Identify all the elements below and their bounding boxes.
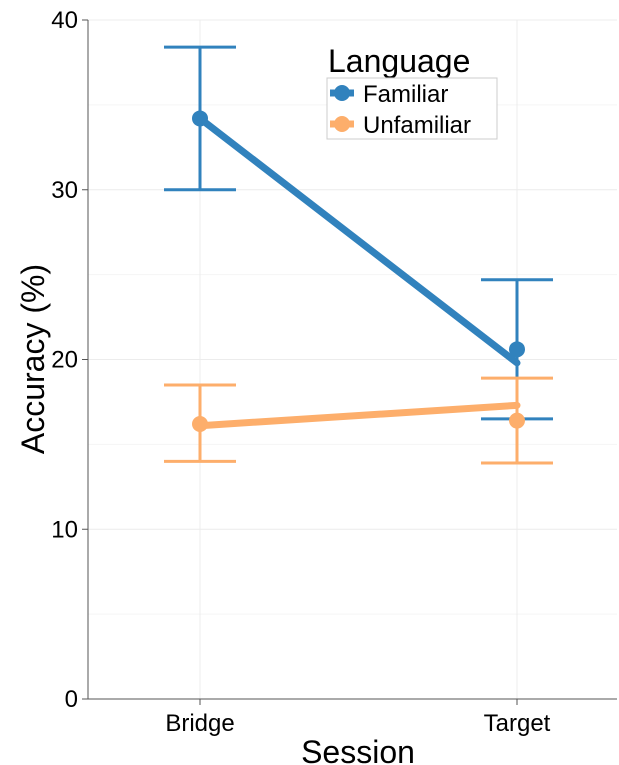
- y-ticks: 0 10 20 30 40: [51, 7, 88, 713]
- x-tick-label: Bridge: [165, 710, 234, 737]
- y-tick-label: 0: [65, 686, 78, 713]
- y-tick-label: 20: [51, 347, 78, 374]
- y-tick-label: 40: [51, 7, 78, 34]
- data-point-unfamiliar: [192, 416, 208, 433]
- data-point-unfamiliar: [509, 412, 525, 429]
- x-ticks: Bridge Target: [165, 699, 551, 737]
- legend-label: Unfamiliar: [363, 112, 471, 139]
- x-axis-title: Session: [301, 734, 415, 765]
- legend-key-point: [334, 85, 350, 101]
- y-tick-label: 10: [51, 516, 78, 543]
- y-axis-title: Accuracy (%): [15, 264, 51, 454]
- series-line-unfamiliar: [196, 401, 521, 430]
- series-unfamiliar: [164, 376, 553, 465]
- series-line-familiar: [196, 114, 521, 367]
- legend-entry-familiar: Familiar: [330, 81, 448, 108]
- series: [164, 45, 553, 465]
- legend-entry-unfamiliar: Unfamiliar: [330, 112, 471, 139]
- y-tick-label: 30: [51, 177, 78, 204]
- legend-title: Language: [328, 43, 470, 79]
- legend-box: [326, 77, 498, 140]
- legend-key-point: [334, 116, 350, 132]
- data-point-familiar: [509, 341, 525, 358]
- legend: Language Familiar Unfamiliar: [326, 43, 498, 140]
- data-point-familiar: [192, 110, 208, 127]
- legend-label: Familiar: [363, 81, 448, 108]
- x-tick-label: Target: [484, 710, 551, 737]
